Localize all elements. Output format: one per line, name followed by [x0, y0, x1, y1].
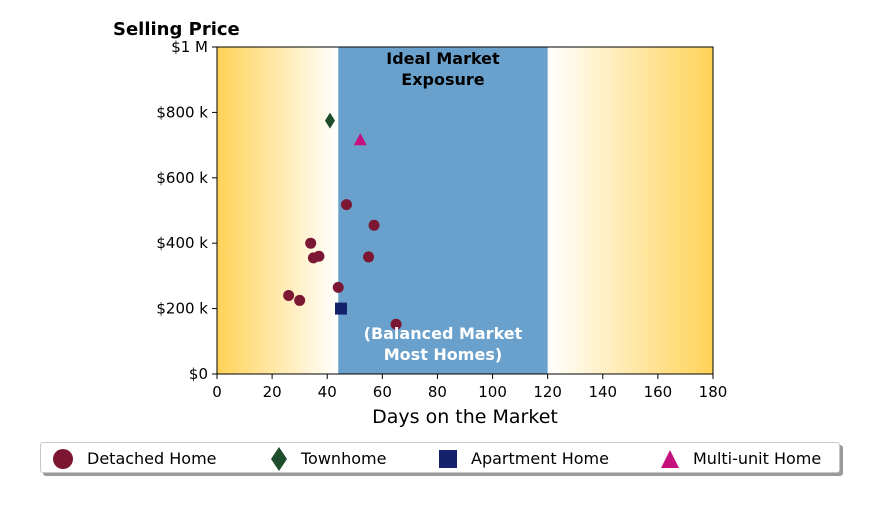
chart-title: Selling Price: [113, 19, 240, 40]
band-top-label: Ideal Market: [386, 49, 500, 68]
data-point-detached-home: [294, 294, 306, 306]
triangle-marker-icon: [661, 449, 679, 468]
data-point-detached-home: [332, 281, 344, 293]
data-point-detached-home: [305, 237, 317, 249]
data-point-detached-home: [313, 250, 325, 262]
legend-item-detached-home: Detached Home: [51, 443, 217, 474]
x-tick-label: 160: [644, 383, 673, 401]
legend-label: Multi-unit Home: [693, 449, 822, 468]
x-tick-label: 100: [478, 383, 507, 401]
x-tick-label: 120: [533, 383, 562, 401]
x-tick-label: 80: [428, 383, 447, 401]
square-marker-icon: [439, 449, 457, 468]
legend-item-townhome: Townhome: [269, 443, 386, 474]
diamond-marker-icon: [271, 446, 287, 471]
legend-label: Detached Home: [87, 449, 217, 468]
band-bottom-label: Most Homes): [384, 345, 502, 364]
legend: Detached Home Townhome Apartment Home Mu…: [40, 442, 840, 473]
y-tick-label: $400 k: [156, 234, 208, 252]
y-tick-label: $200 k: [156, 300, 208, 318]
data-point-multi-unit-home: [353, 133, 367, 146]
data-point-detached-home: [341, 199, 353, 211]
x-tick-label: 0: [212, 383, 222, 401]
y-tick-label: $800 k: [156, 103, 208, 121]
data-point-detached-home: [390, 318, 402, 330]
data-point-apartment-home: [335, 302, 347, 315]
x-tick-label: 40: [318, 383, 337, 401]
right-gradient-region: [547, 47, 713, 374]
ideal-band: [338, 47, 548, 374]
circle-marker-icon: [53, 448, 73, 469]
x-tick-label: 180: [699, 383, 728, 401]
y-tick-label: $600 k: [156, 169, 208, 187]
data-point-detached-home: [363, 251, 375, 263]
legend-item-apartment-home: Apartment Home: [437, 443, 609, 474]
data-point-detached-home: [368, 219, 380, 231]
y-tick-label: $1 M: [171, 38, 208, 56]
x-axis-label: Days on the Market: [372, 406, 558, 428]
legend-item-multi-unit-home: Multi-unit Home: [659, 443, 821, 474]
plot-frame: [216, 46, 714, 375]
x-tick-label: 60: [373, 383, 392, 401]
chart: 0 20 40 60 80 100 120 140 160 180 $0 $200 k $400 k $6…: [113, 19, 728, 428]
data-point-townhome: [324, 112, 335, 129]
y-tick-label: $0: [189, 365, 208, 383]
data-point-detached-home: [283, 290, 295, 302]
left-gradient-region: [217, 47, 339, 374]
band-top-label: Exposure: [401, 70, 485, 89]
x-tick-label: 20: [263, 383, 282, 401]
band-bottom-label: (Balanced Market: [364, 324, 523, 343]
legend-label: Apartment Home: [471, 449, 609, 468]
x-tick-label: 140: [588, 383, 617, 401]
legend-label: Townhome: [301, 449, 387, 468]
